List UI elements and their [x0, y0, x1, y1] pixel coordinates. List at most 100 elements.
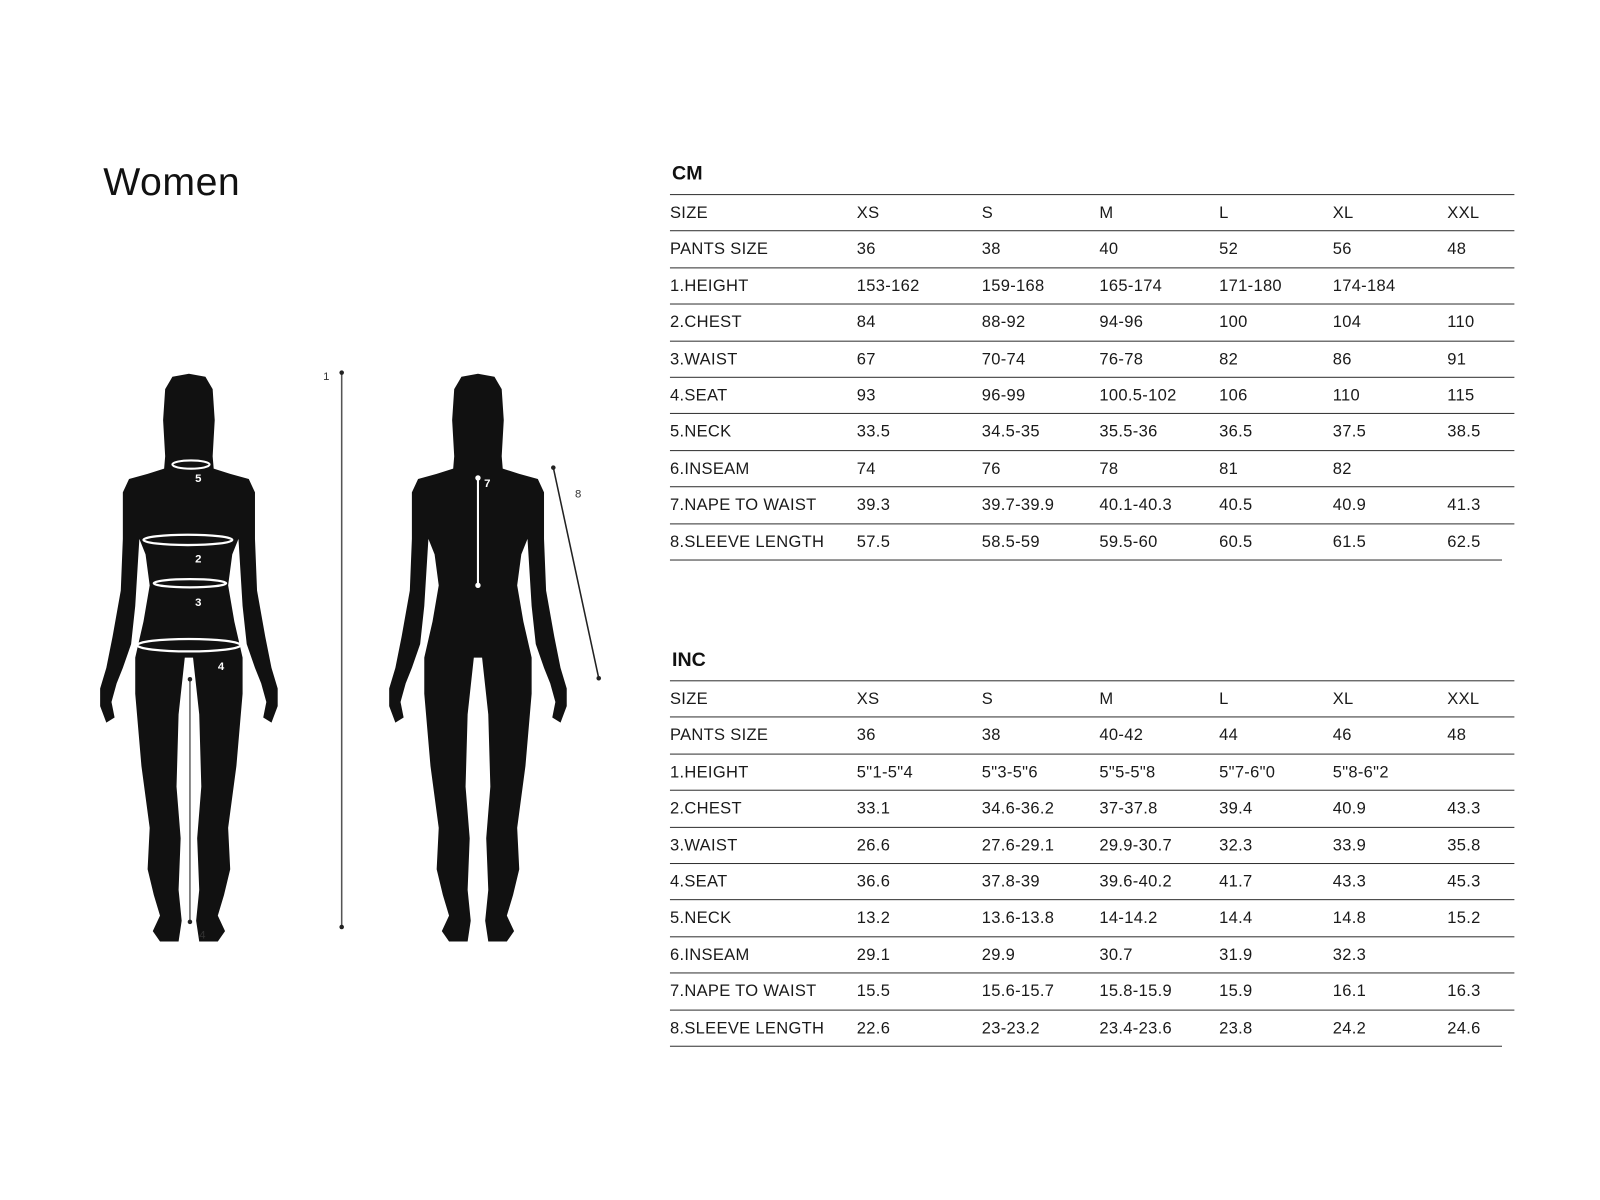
- table-row: 8.SLEEVE LENGTH 22.6 23-23.2 23.4-23.6 23.8 2…: [669, 1010, 1502, 1047]
- table-cell: 24.2: [1332, 1019, 1367, 1037]
- row-label: 5.NECK: [669, 423, 732, 442]
- table-cell: 34.6-36.2: [981, 800, 1055, 818]
- height-marker: 1: [323, 371, 329, 383]
- table-cell: 32.3: [1332, 946, 1367, 964]
- table-cell: 39.4: [1219, 800, 1253, 818]
- table-cell: 82: [1219, 350, 1239, 369]
- waist-ring: [152, 577, 228, 589]
- table-cell: 26.6: [856, 836, 891, 855]
- table-cell: 40.1-40.3: [1099, 496, 1172, 515]
- row-label: PANTS SIZE: [669, 240, 769, 259]
- page-title: Women: [103, 161, 241, 205]
- table-cell: 30.7: [1099, 946, 1133, 964]
- seat-ring: [136, 637, 242, 653]
- table-cell: 16.1: [1332, 982, 1367, 1001]
- table-cell: 15.8-15.9: [1099, 982, 1172, 1001]
- divider: [669, 194, 1515, 196]
- row-label: 7.NAPE TO WAIST: [669, 982, 817, 1001]
- table-cell: 78: [1099, 460, 1119, 478]
- table-cell: 82: [1332, 460, 1352, 478]
- body-diagram: 5 2 3 4 4 1 7 8: [100, 370, 602, 942]
- table-cell: 56: [1332, 240, 1352, 259]
- table-cell: 16.3: [1447, 982, 1481, 1001]
- table-cell: 40: [1099, 240, 1119, 259]
- table-cell: 41.7: [1219, 873, 1253, 891]
- table-cell: 115: [1447, 387, 1475, 405]
- row-label: 4.SEAT: [669, 873, 728, 891]
- chest-ring: [142, 533, 234, 547]
- table-cell: 45.3: [1447, 873, 1481, 891]
- table-cell: 29.9-30.7: [1099, 836, 1172, 855]
- size-header: M: [1099, 204, 1114, 222]
- table-cell: 23.4-23.6: [1099, 1019, 1172, 1037]
- table-cell: 76: [981, 460, 1001, 478]
- table-row: 6.INSEAM 74 76 78 81 82: [669, 451, 1515, 488]
- table-cell: 13.2: [856, 909, 891, 928]
- table-cell: 5"3-5"6: [981, 763, 1038, 782]
- sleeve-marker: 8: [575, 489, 581, 501]
- table-row: 1.HEIGHT 153-162 159-168 165-174 171-180 174-…: [669, 268, 1515, 305]
- table-cell: 38: [981, 727, 1001, 745]
- table-cell: 24.6: [1447, 1019, 1481, 1037]
- inseam-marker: 4: [199, 929, 205, 941]
- chest-marker: 2: [195, 554, 201, 566]
- table-row: 5.NECK 13.2 13.6-13.8 14-14.2 14.4 14.8 15.2: [669, 901, 1515, 938]
- table-cell: 5"7-6"0: [1219, 763, 1276, 782]
- table-cell: 44: [1219, 727, 1239, 745]
- row-label: 6.INSEAM: [669, 946, 750, 964]
- table-row: 5.NECK 33.5 34.5-35 35.5-36 36.5 37.5 38.5: [669, 414, 1515, 451]
- table-cell: 93: [856, 387, 876, 405]
- table-cell: 41.3: [1447, 496, 1481, 515]
- table-cell: 33.9: [1332, 836, 1367, 855]
- table-row: 3.WAIST 26.6 27.6-29.1 29.9-30.7 32.3 33.9 35.…: [669, 827, 1515, 864]
- table-cell: 62.5: [1447, 533, 1481, 551]
- size-header: M: [1099, 690, 1114, 709]
- sleeve-line: [552, 467, 600, 679]
- seat-marker: 4: [218, 661, 225, 673]
- table-cell: 60.5: [1219, 533, 1253, 551]
- row-label: 3.WAIST: [669, 836, 738, 855]
- table-cell: 34.5-35: [981, 423, 1040, 442]
- table-cell: 38.5: [1447, 423, 1481, 442]
- table-row: 8.SLEEVE LENGTH 57.5 58.5-59 59.5-60 60.5 61.…: [669, 524, 1502, 561]
- table-row: 2.CHEST 33.1 34.6-36.2 37-37.8 39.4 40.9 43.3: [669, 791, 1515, 828]
- table-cell: 110: [1332, 387, 1360, 405]
- neck-ring: [171, 459, 211, 470]
- table-cell: 59.5-60: [1099, 533, 1158, 551]
- unit-heading: CM: [672, 163, 703, 185]
- table-cell: 37.8-39: [981, 873, 1040, 891]
- table-cell: 23.8: [1219, 1019, 1253, 1037]
- table-row: 3.WAIST 67 70-74 76-78 82 86 91: [669, 341, 1515, 378]
- table-cell: 14-14.2: [1099, 909, 1158, 928]
- table-cell: 40.5: [1219, 496, 1253, 515]
- table-cell: 15.9: [1219, 982, 1253, 1001]
- row-label: 8.SLEEVE LENGTH: [669, 1019, 825, 1037]
- table-row: 1.HEIGHT 5"1-5"4 5"3-5"6 5"5-5"8 5"7-6"0 5"8-…: [669, 754, 1515, 791]
- table-cell: 35.8: [1447, 836, 1481, 855]
- table-cell: 91: [1447, 350, 1467, 369]
- table-cell: 88-92: [981, 313, 1026, 332]
- row-label: 1.HEIGHT: [669, 277, 749, 296]
- table-row: 4.SEAT 36.6 37.8-39 39.6-40.2 41.7 43.3 45.3: [669, 864, 1515, 901]
- table-cell: 43.3: [1447, 800, 1481, 818]
- row-label: 5.NECK: [669, 909, 732, 928]
- table-cell: 36: [856, 240, 876, 259]
- table-cell: 67: [856, 350, 876, 369]
- table-cell: 29.1: [856, 946, 891, 964]
- table-cell: 52: [1219, 240, 1239, 259]
- table-cell: 22.6: [856, 1019, 891, 1037]
- inch-table: SIZE XS S M L XL XXL PANTS SIZE 36 38 40-42 44 46 48 1…: [669, 681, 1515, 1047]
- table-cell: 39.7-39.9: [981, 496, 1055, 515]
- table-cell: 5"5-5"8: [1099, 763, 1156, 782]
- table-cell: 36: [856, 727, 876, 745]
- table-cell: 37.5: [1332, 423, 1367, 442]
- table-cell: 153-162: [856, 277, 920, 296]
- row-label: 8.SLEEVE LENGTH: [669, 533, 825, 551]
- table-cell: 36.5: [1219, 423, 1253, 442]
- table-cell: 5"8-6"2: [1332, 763, 1389, 782]
- table-row: 7.NAPE TO WAIST 15.5 15.6-15.7 15.8-15.9 15.…: [669, 974, 1515, 1011]
- size-header: L: [1219, 690, 1229, 709]
- table-cell: 86: [1332, 350, 1352, 369]
- table-cell: 23-23.2: [981, 1019, 1040, 1037]
- back-silhouette: [389, 373, 567, 942]
